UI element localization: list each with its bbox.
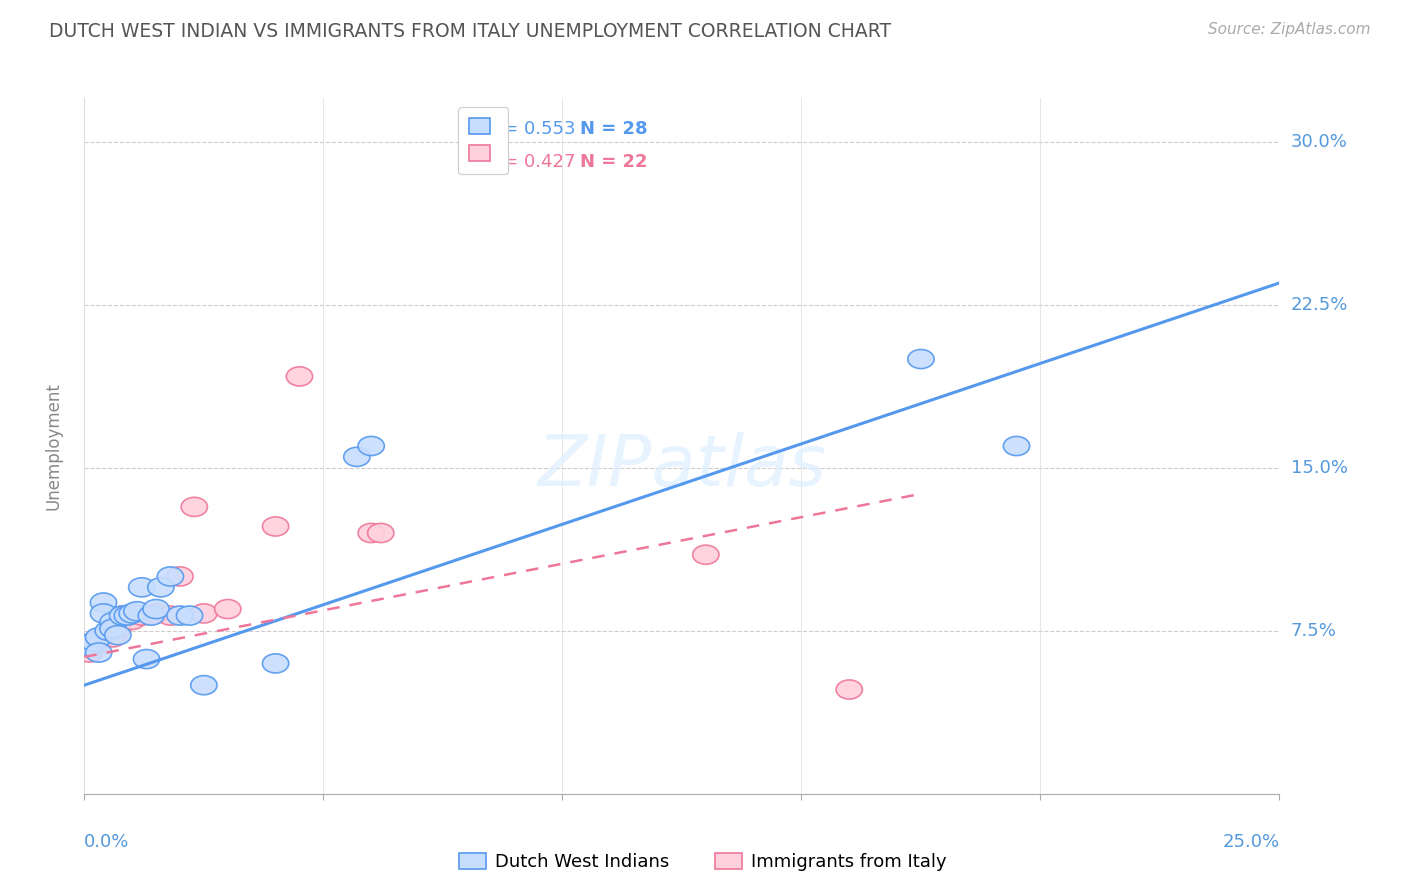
- Ellipse shape: [76, 637, 103, 656]
- Ellipse shape: [90, 593, 117, 612]
- Ellipse shape: [100, 619, 127, 638]
- Ellipse shape: [263, 654, 288, 673]
- Ellipse shape: [96, 621, 121, 640]
- Ellipse shape: [138, 606, 165, 625]
- Ellipse shape: [167, 567, 193, 586]
- Ellipse shape: [110, 606, 136, 625]
- Text: 0.0%: 0.0%: [84, 833, 129, 851]
- Text: R = 0.553: R = 0.553: [485, 120, 575, 138]
- Ellipse shape: [128, 606, 155, 625]
- Text: 25.0%: 25.0%: [1222, 833, 1279, 851]
- Ellipse shape: [110, 606, 136, 625]
- Ellipse shape: [1004, 436, 1029, 456]
- Ellipse shape: [86, 632, 112, 651]
- Ellipse shape: [90, 604, 117, 623]
- Text: 15.0%: 15.0%: [1291, 458, 1347, 476]
- Ellipse shape: [104, 625, 131, 645]
- Ellipse shape: [263, 516, 288, 536]
- Ellipse shape: [215, 599, 240, 619]
- Ellipse shape: [908, 350, 934, 368]
- Text: 7.5%: 7.5%: [1291, 622, 1337, 640]
- Ellipse shape: [120, 604, 145, 623]
- Text: 22.5%: 22.5%: [1291, 295, 1348, 314]
- Y-axis label: Unemployment: Unemployment: [45, 382, 63, 510]
- Ellipse shape: [367, 524, 394, 542]
- Ellipse shape: [343, 447, 370, 467]
- Ellipse shape: [120, 610, 145, 630]
- Ellipse shape: [143, 604, 169, 623]
- Text: Source: ZipAtlas.com: Source: ZipAtlas.com: [1208, 22, 1371, 37]
- Ellipse shape: [176, 606, 202, 625]
- Ellipse shape: [359, 524, 384, 542]
- Ellipse shape: [148, 578, 174, 597]
- Ellipse shape: [157, 567, 184, 586]
- Ellipse shape: [837, 680, 862, 699]
- Ellipse shape: [143, 599, 169, 619]
- Ellipse shape: [80, 632, 107, 651]
- Legend: Dutch West Indians, Immigrants from Italy: Dutch West Indians, Immigrants from Ital…: [453, 846, 953, 879]
- Ellipse shape: [124, 602, 150, 621]
- Ellipse shape: [86, 628, 112, 647]
- Ellipse shape: [76, 643, 103, 662]
- Ellipse shape: [114, 606, 141, 625]
- Legend: , : ,: [458, 107, 509, 174]
- Text: N = 22: N = 22: [581, 153, 648, 171]
- Ellipse shape: [90, 628, 117, 647]
- Ellipse shape: [104, 619, 131, 638]
- Ellipse shape: [191, 604, 217, 623]
- Ellipse shape: [693, 545, 718, 565]
- Ellipse shape: [100, 628, 127, 647]
- Ellipse shape: [359, 436, 384, 456]
- Ellipse shape: [157, 606, 184, 625]
- Text: DUTCH WEST INDIAN VS IMMIGRANTS FROM ITALY UNEMPLOYMENT CORRELATION CHART: DUTCH WEST INDIAN VS IMMIGRANTS FROM ITA…: [49, 22, 891, 41]
- Ellipse shape: [287, 367, 312, 386]
- Ellipse shape: [134, 649, 160, 669]
- Text: N = 28: N = 28: [581, 120, 648, 138]
- Ellipse shape: [80, 637, 107, 656]
- Ellipse shape: [191, 675, 217, 695]
- Text: ZIPatlas: ZIPatlas: [537, 433, 827, 501]
- Ellipse shape: [96, 624, 121, 642]
- Ellipse shape: [167, 606, 193, 625]
- Ellipse shape: [181, 498, 208, 516]
- Text: 30.0%: 30.0%: [1291, 133, 1347, 151]
- Ellipse shape: [128, 578, 155, 597]
- Text: R = 0.427: R = 0.427: [485, 153, 575, 171]
- Ellipse shape: [100, 613, 127, 632]
- Ellipse shape: [86, 643, 112, 662]
